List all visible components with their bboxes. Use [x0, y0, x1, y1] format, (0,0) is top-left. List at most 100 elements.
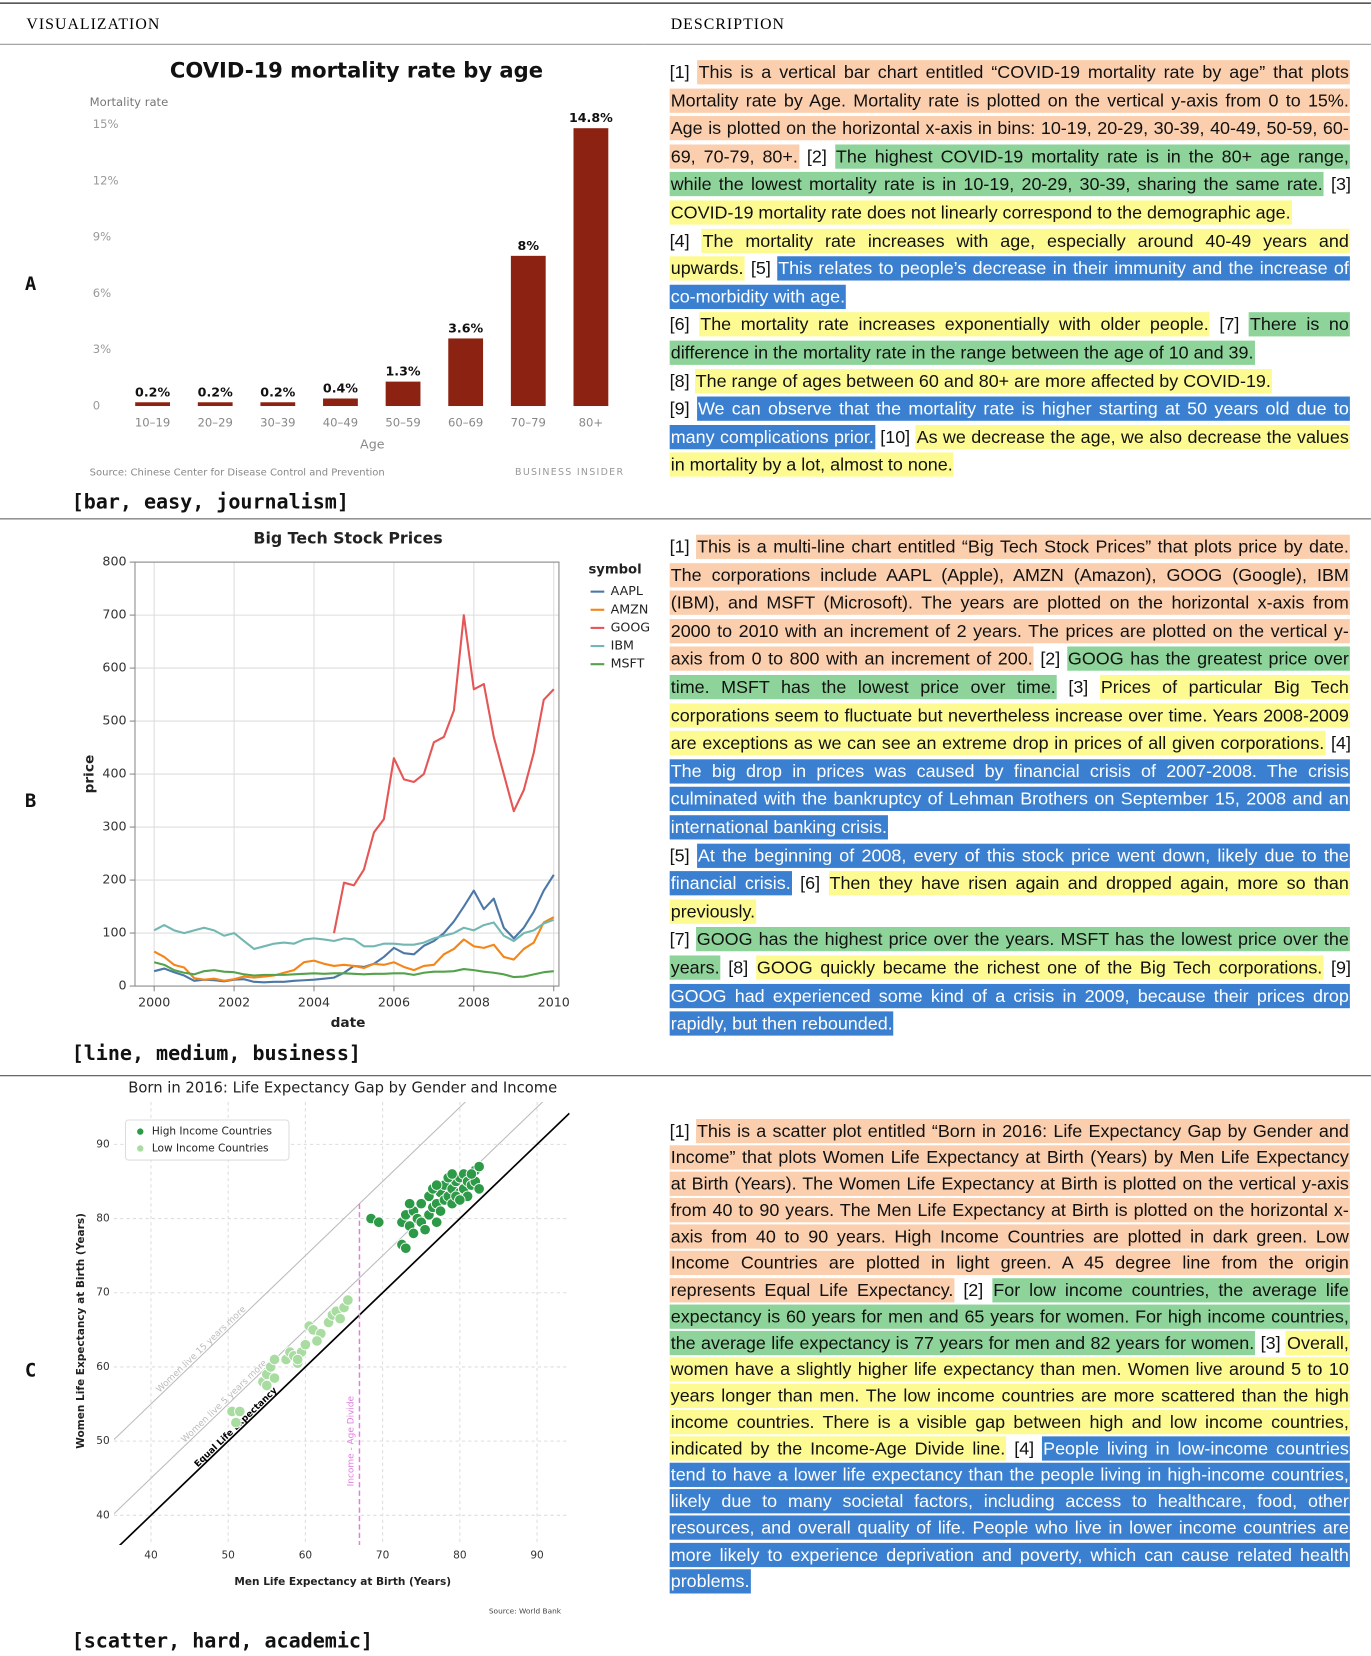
point [454, 1194, 466, 1206]
point [473, 1183, 485, 1195]
description-paragraph: [1] This is a multi-line chart entitled … [669, 534, 1351, 843]
sentence-number: [3] [1260, 1332, 1281, 1353]
y-tick-label: 400 [102, 766, 126, 781]
description: [1] This is a scatter plot entitled “Bor… [669, 1118, 1350, 1594]
chart-title: Born in 2016: Life Expectancy Gap by Gen… [128, 1079, 557, 1096]
highlighted-sentence: The range of ages between 60 and 80+ are… [694, 368, 1272, 393]
legend-label: AAPL [611, 583, 643, 598]
point [234, 1405, 246, 1418]
x-axis-label: date [331, 1015, 366, 1031]
highlighted-sentence: This is a scatter plot entitled “Born in… [669, 1118, 1350, 1302]
point [430, 1179, 443, 1191]
y-tick-label: 70 [96, 1287, 109, 1299]
row-label: C [25, 1359, 36, 1381]
highlighted-sentence: This is a multi-line chart entitled “Big… [669, 534, 1350, 672]
reference-line [113, 1102, 544, 1515]
x-tick-label: 10–19 [135, 415, 170, 429]
bar [385, 381, 421, 407]
y-tick-label: 800 [102, 554, 126, 569]
point [261, 1379, 273, 1392]
highlighted-sentence: GOOG quickly became the richest one of t… [755, 955, 1324, 980]
point [268, 1372, 281, 1384]
y-tick-label: 600 [102, 660, 126, 675]
bar [510, 255, 546, 407]
y-tick-label: 700 [102, 607, 126, 622]
sentence-number: [7] [669, 929, 690, 950]
point [415, 1198, 427, 1210]
series-line [153, 918, 555, 950]
sentence-number: [3] [1068, 677, 1089, 698]
y-tick-label: 200 [102, 872, 126, 887]
value-label: 14.8% [569, 110, 613, 125]
sentence-number: [8] [728, 957, 749, 978]
y-tick-label: 12% [93, 173, 119, 187]
point [465, 1168, 478, 1180]
chart-title: Big Tech Stock Prices [253, 528, 442, 547]
x-tick-label: 70 [376, 1550, 389, 1562]
point [299, 1338, 312, 1351]
point [230, 1416, 242, 1429]
source: Source: World Bank [489, 1606, 562, 1615]
description: [1] This is a vertical bar chart entitle… [669, 59, 1351, 480]
reference-line [118, 1112, 570, 1545]
highlighted-sentence: The big drop in prices was caused by fin… [669, 759, 1350, 840]
highlighted-sentence: COVID-19 mortality rate does not linearl… [669, 200, 1292, 225]
x-tick-label: 2004 [298, 994, 330, 1009]
value-label: 0.2% [260, 384, 295, 399]
highlighted-sentence: The mortality rate increases exponential… [699, 312, 1210, 337]
y-tick-label: 80 [96, 1213, 109, 1225]
legend-box [124, 1119, 290, 1161]
description-paragraph: [7] GOOG has the highest price over the … [669, 926, 1351, 1038]
sentence-number: [1] [669, 536, 690, 557]
value-label: 0.2% [135, 384, 170, 399]
brand: BUSINESS INSIDER [515, 467, 624, 478]
column-header: DESCRIPTION [671, 16, 785, 33]
legend-title: symbol [588, 562, 641, 577]
bar [573, 128, 609, 407]
sentence-number: [2] [963, 1279, 984, 1300]
x-tick-label: 40–49 [323, 415, 358, 429]
x-axis-label: Men Life Expectancy at Birth (Years) [234, 1576, 451, 1588]
value-label: 0.2% [198, 384, 233, 399]
series-line [332, 614, 555, 934]
legend-swatch [137, 1145, 144, 1152]
point [434, 1205, 447, 1217]
x-tick-label: 40 [144, 1550, 157, 1562]
column-header: VISUALIZATION [26, 16, 160, 33]
y-axis-label: price [82, 755, 98, 794]
legend-label: Low Income Countries [152, 1142, 269, 1154]
y-axis-label: Mortality rate [90, 95, 169, 109]
value-label: 0.4% [323, 381, 358, 396]
sentence-number: [6] [669, 314, 690, 335]
description: [1] This is a multi-line chart entitled … [669, 534, 1351, 1039]
series-line [153, 961, 554, 979]
bar [197, 402, 233, 407]
y-axis-label: Women Life Expectancy at Birth (Years) [75, 1213, 87, 1449]
y-tick-label: 0 [93, 399, 100, 413]
bar [135, 402, 170, 407]
bar [260, 402, 296, 407]
sentence-number: [4] [669, 230, 690, 251]
legend-label: MSFT [611, 656, 645, 671]
x-tick-label: 2002 [218, 994, 250, 1009]
point [311, 1335, 323, 1347]
sentence-number: [8] [669, 370, 690, 391]
value-label: 1.3% [386, 364, 421, 379]
x-tick-label: 2008 [458, 994, 490, 1009]
point [373, 1216, 385, 1228]
reference-line [113, 1102, 467, 1441]
point [291, 1353, 304, 1366]
sentence-number: [1] [669, 62, 690, 83]
x-tick-label: 60 [299, 1550, 312, 1562]
x-tick-label: 2010 [538, 994, 570, 1009]
y-tick-label: 3% [93, 342, 111, 356]
chart-tags: [line, medium, business] [72, 1041, 361, 1065]
description-paragraph: [5] At the beginning of 2008, every of t… [669, 842, 1350, 926]
x-tick-label: 20–29 [198, 415, 233, 429]
y-tick-label: 50 [96, 1435, 109, 1447]
chart-tags: [scatter, hard, academic] [72, 1629, 373, 1653]
highlighted-sentence: People living in low-income countries te… [669, 1436, 1350, 1594]
highlighted-sentence: This relates to people’s decrease in the… [669, 256, 1350, 309]
